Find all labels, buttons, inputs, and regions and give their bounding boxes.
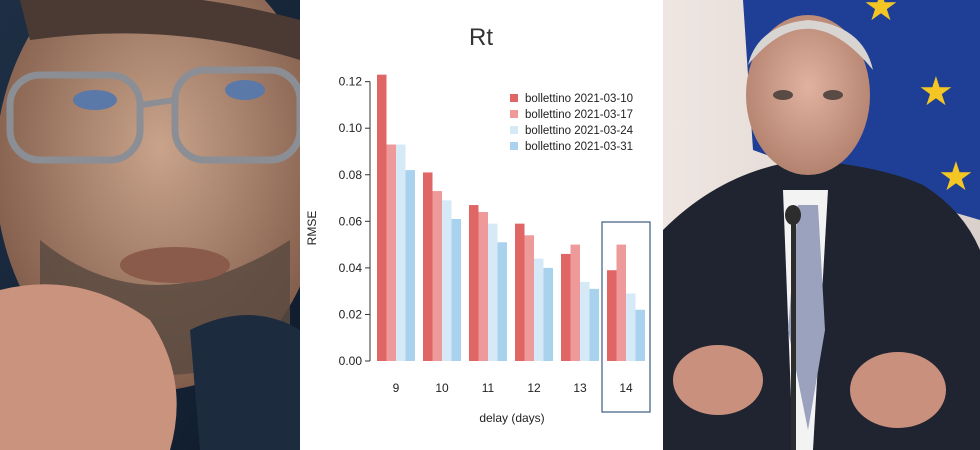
bar: [386, 144, 396, 361]
bar: [405, 170, 415, 361]
bar: [442, 200, 452, 361]
star-icon: ★: [863, 0, 899, 30]
x-axis-label: delay (days): [479, 411, 544, 425]
photo-right-portrait: ★ ★ ★: [663, 0, 980, 450]
x-tick-label: 13: [573, 381, 587, 395]
portrait-illustration-right: ★ ★ ★: [663, 0, 980, 450]
legend-label: bollettino 2021-03-17: [525, 109, 633, 121]
bar: [469, 205, 479, 361]
chart-title: Rt: [469, 24, 493, 51]
photo-left-portrait: [0, 0, 300, 450]
bar: [561, 253, 571, 361]
y-tick-label: 0.10: [339, 121, 363, 135]
y-axis: 0.00 0.02 0.04 0.06 0.08 0.10 0.12: [339, 75, 371, 368]
bar: [626, 293, 636, 361]
legend-swatch: [510, 110, 518, 118]
bar: [543, 267, 553, 361]
y-tick-label: 0.08: [339, 168, 363, 182]
legend-label: bollettino 2021-03-24: [525, 125, 634, 137]
x-tick-label: 14: [619, 381, 633, 395]
y-tick-label: 0.04: [339, 261, 363, 275]
portrait-illustration-left: [0, 0, 300, 450]
x-tick-labels: 9 10 11 12 13 14: [393, 381, 633, 395]
bar: [515, 223, 525, 361]
legend-swatch: [510, 126, 518, 134]
y-axis-label: RMSE: [305, 211, 319, 246]
y-tick-label: 0.06: [339, 214, 363, 228]
x-tick-label: 11: [482, 381, 495, 395]
y-tick-label: 0.12: [339, 75, 363, 89]
bar: [589, 288, 599, 361]
bar: [478, 212, 488, 361]
x-tick-label: 9: [393, 381, 400, 395]
x-tick-label: 12: [527, 381, 541, 395]
y-tick-label: 0.02: [339, 307, 363, 321]
star-icon: ★: [918, 69, 954, 115]
x-tick-label: 10: [435, 381, 449, 395]
legend-label: bollettino 2021-03-31: [525, 141, 633, 153]
bar: [534, 258, 544, 361]
bar: [497, 242, 507, 361]
bar: [488, 223, 498, 361]
bar: [607, 270, 617, 361]
y-tick-label: 0.00: [339, 354, 363, 368]
bar: [423, 172, 433, 361]
bar: [524, 235, 534, 361]
chart-panel: Rt RMSE delay (days) 0.00 0.02 0.04 0.06 0.0…: [300, 0, 663, 450]
legend-swatch: [510, 142, 518, 150]
bar: [616, 244, 626, 361]
bar: [635, 309, 645, 361]
bar-chart: Rt RMSE delay (days) 0.000.020.040.060.0…: [305, 24, 651, 425]
bar: [580, 281, 590, 361]
bars-group: [377, 74, 645, 361]
legend-label: bollettino 2021-03-10: [525, 93, 633, 105]
legend-swatch: [510, 94, 518, 102]
bar: [377, 74, 387, 361]
bar: [570, 244, 580, 361]
bar: [396, 144, 406, 361]
bar: [451, 218, 461, 361]
legend: bollettino 2021-03-10 bollettino 2021-03-…: [510, 93, 634, 153]
bar: [432, 191, 442, 361]
star-icon: ★: [938, 154, 974, 200]
highlight-box: [601, 221, 651, 413]
